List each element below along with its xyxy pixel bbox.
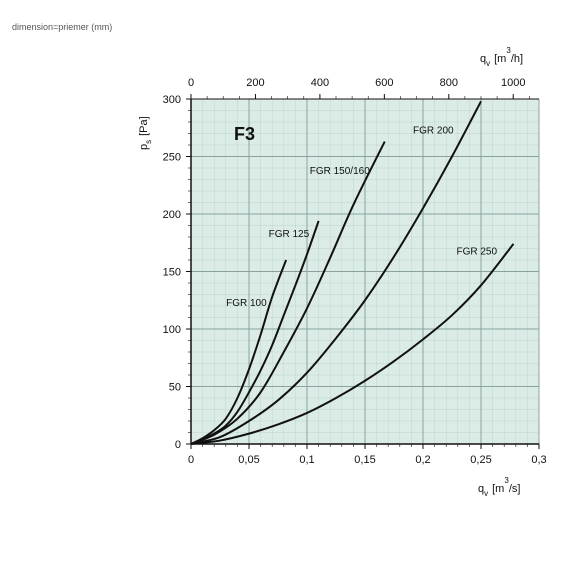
y-tick-label: 0 — [175, 439, 181, 451]
x-tick-label: 0 — [188, 454, 194, 466]
curve-label-fgr-100: FGR 100 — [226, 298, 267, 309]
chart-title: F3 — [234, 124, 255, 144]
curve-labels: FGR 100 FGR 125 FGR 150/160 FGR 200 FGR 250 — [226, 126, 497, 310]
x2-axis-label: qv [m3/h] — [480, 46, 523, 68]
y-tick-label: 300 — [163, 94, 181, 106]
x2-tick-label: 200 — [246, 77, 264, 89]
curve-label-fgr-250: FGR 250 — [456, 246, 497, 257]
x2-tick-label: 1000 — [501, 77, 525, 89]
chart-caption: dimension=priemer (mm) — [12, 22, 113, 32]
x-tick-label: 0,2 — [415, 454, 430, 466]
y-tick-label: 100 — [163, 324, 181, 336]
curve-label-fgr-200: FGR 200 — [413, 126, 454, 137]
curve-fgr-150-160 — [190, 141, 386, 445]
curve-fgr-100 — [190, 259, 288, 445]
y-tick-label: 50 — [169, 382, 181, 394]
x-tick-label: 0,25 — [470, 454, 491, 466]
y-tick-label: 200 — [163, 209, 181, 221]
x-tick-label: 0,15 — [354, 454, 375, 466]
x-axis-label: qv [m3/s] — [478, 476, 520, 498]
x-tick-label: 0,05 — [238, 454, 259, 466]
x2-tick-label: 400 — [311, 77, 329, 89]
axes: 0 0,05 0,1 0,15 0,2 0,25 0,3 0 50 100 150 200 250 300… — [163, 77, 547, 466]
x2-tick-label: 0 — [188, 77, 194, 89]
curve-fgr-200 — [190, 100, 482, 445]
x2-tick-label: 800 — [440, 77, 458, 89]
y-tick-label: 150 — [163, 267, 181, 279]
curve-fgr-250 — [190, 243, 515, 445]
x-tick-label: 0,1 — [299, 454, 314, 466]
y-tick-label: 250 — [163, 152, 181, 164]
curve-label-fgr-150-160: FGR 150/160 — [310, 166, 370, 177]
curves — [190, 100, 515, 445]
curve-label-fgr-125: FGR 125 — [269, 229, 310, 240]
y-axis-label: ps[Pa] — [138, 116, 153, 150]
grid — [190, 98, 540, 445]
x2-tick-label: 600 — [375, 77, 393, 89]
x-tick-label: 0,3 — [531, 454, 546, 466]
